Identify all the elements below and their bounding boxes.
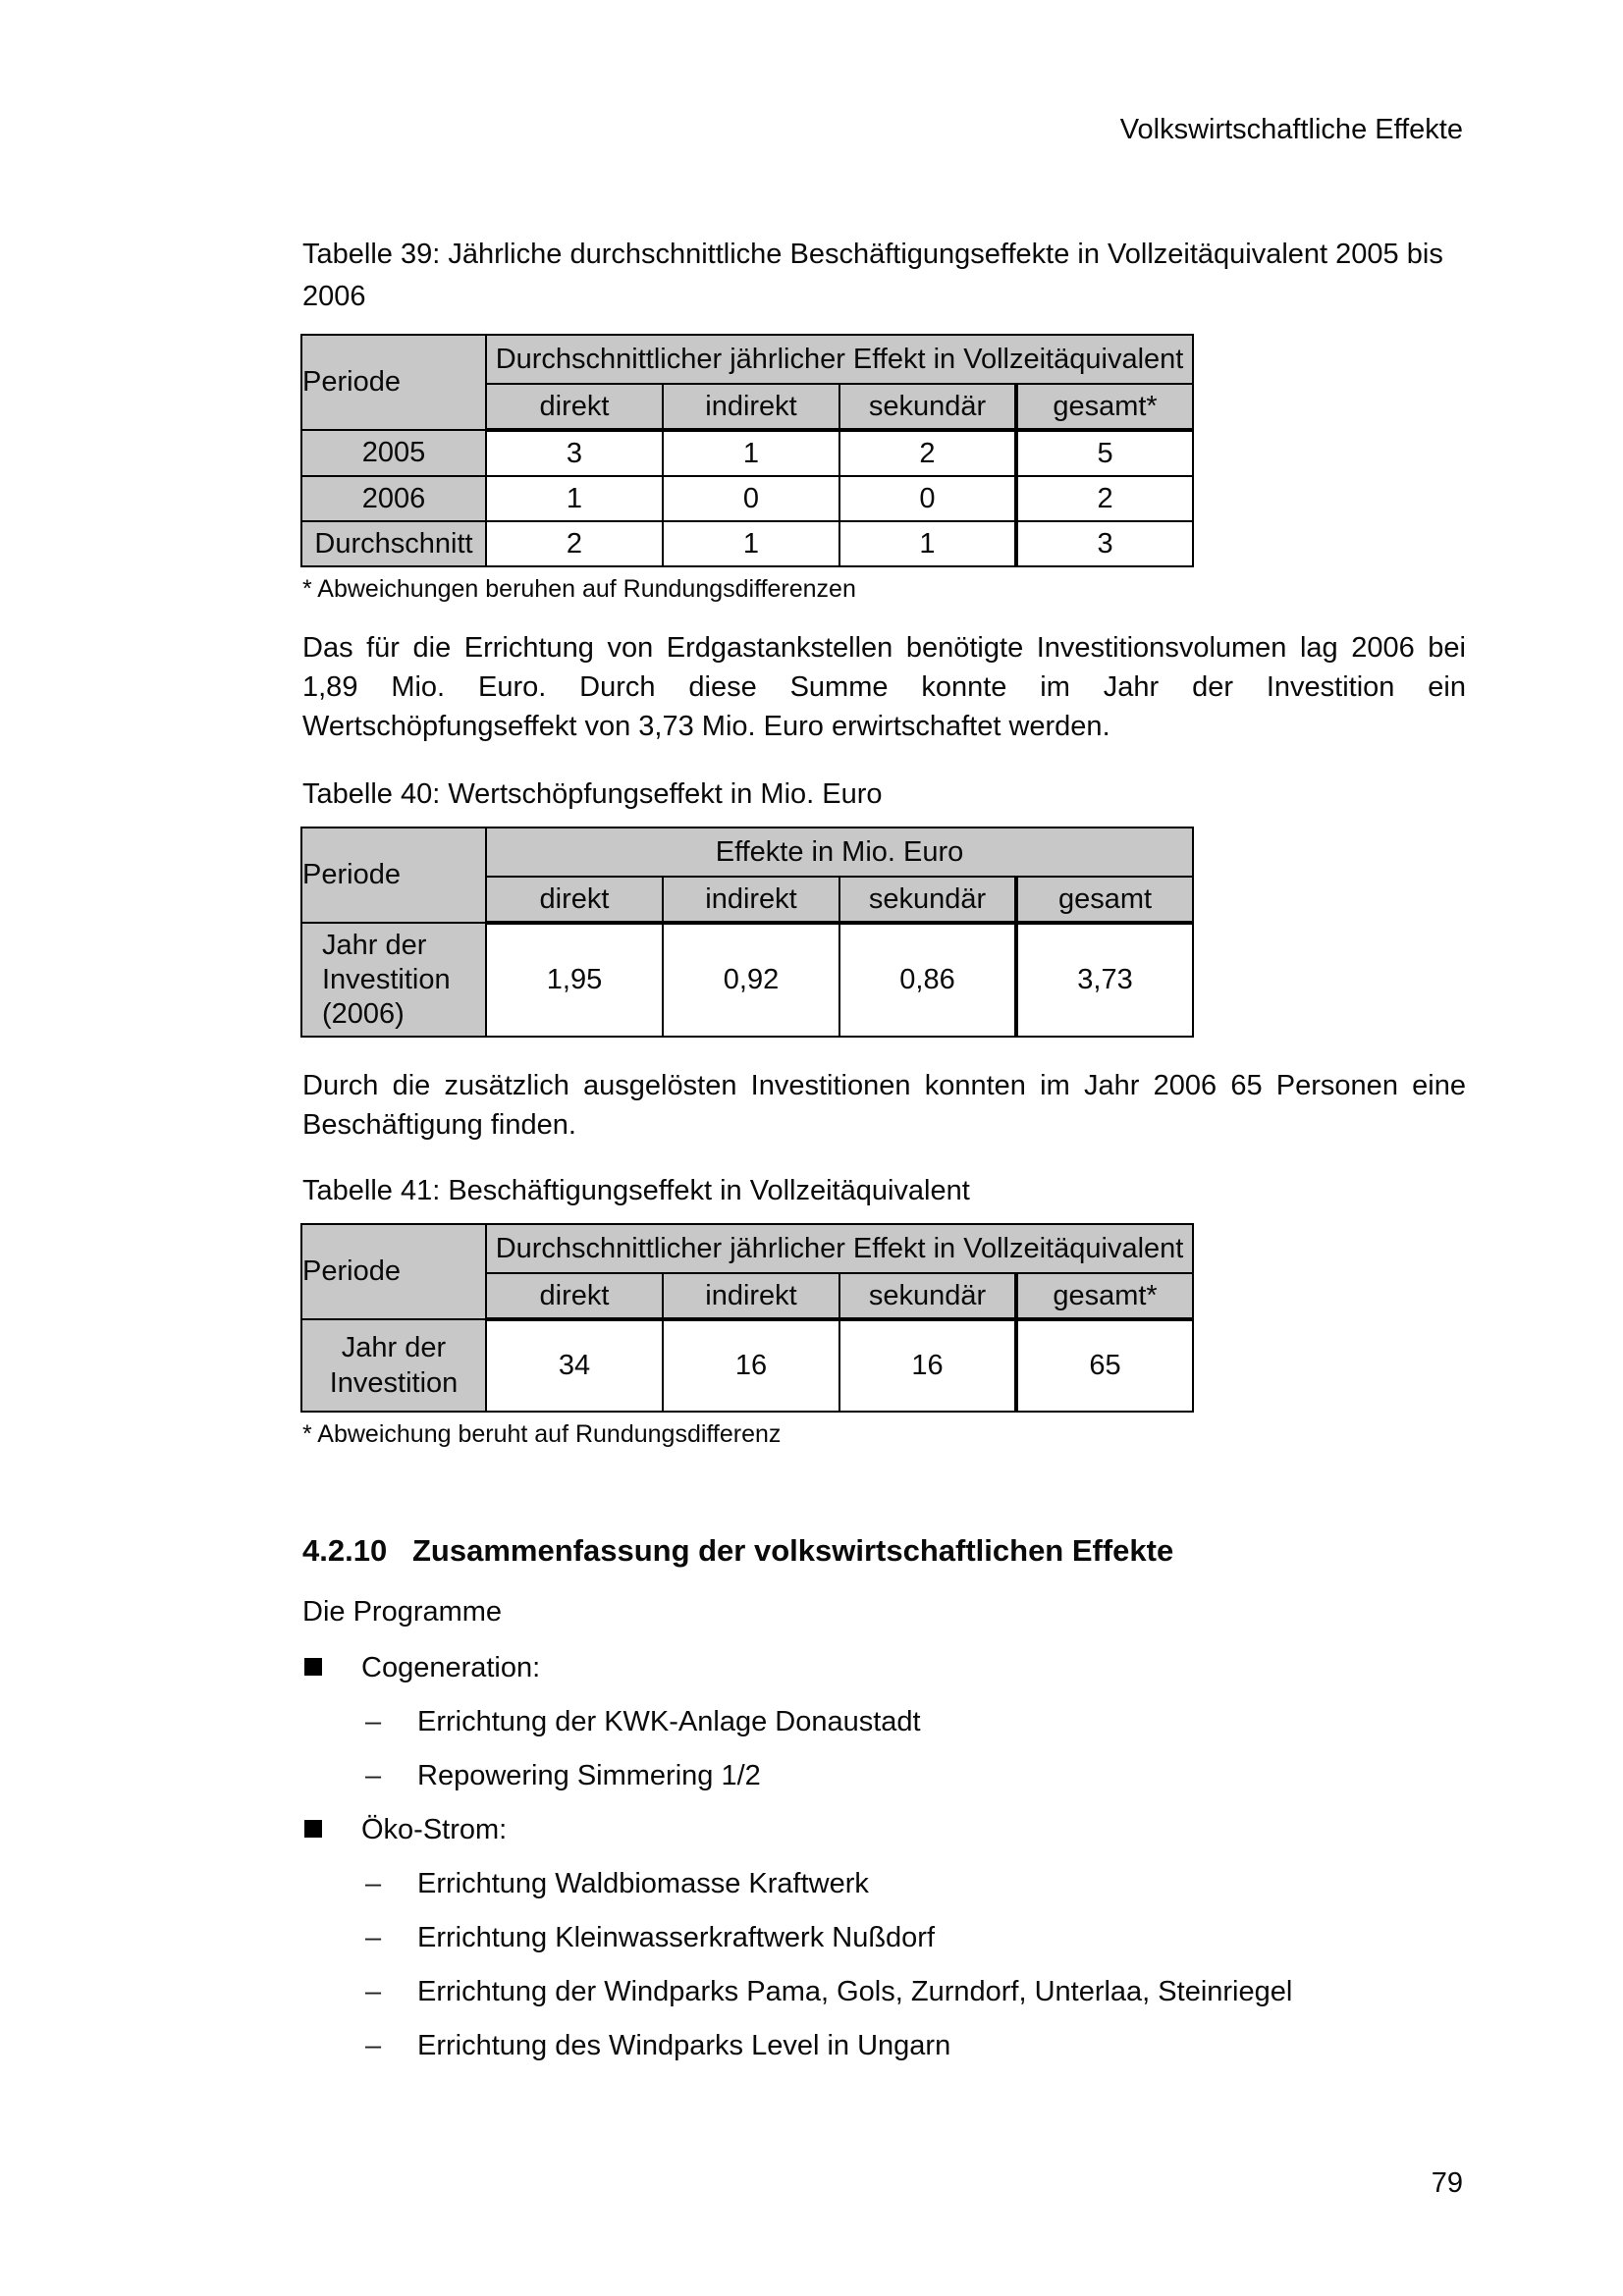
data-cell: 16	[662, 1318, 840, 1413]
list-item-level2: – Errichtung der KWK-Anlage Donaustadt	[302, 1703, 1466, 1741]
table-40-block: Periode Effekte in Mio. Euro direkt indi…	[300, 827, 1195, 1038]
data-cell: 0,86	[839, 922, 1017, 1038]
dash-bullet-icon: –	[365, 1706, 382, 1737]
list-item-label: Errichtung des Windparks Level in Ungarn	[417, 2030, 951, 2061]
data-cell: 1	[839, 520, 1017, 567]
paragraph: Durch die zusätzlich ausgelösten Investi…	[302, 1070, 1466, 1141]
group-header-cell: Durchschnittlicher jährlicher Effekt in …	[484, 1223, 1195, 1274]
table-41-caption: Tabelle 41: Beschäftigungseffekt in Voll…	[302, 1175, 970, 1206]
corner-header-cell: Periode	[300, 827, 487, 924]
column-header-cell: gesamt	[1013, 876, 1195, 925]
table-40: Periode Effekte in Mio. Euro direkt indi…	[300, 827, 1195, 1038]
column-header-cell: indirekt	[662, 1272, 840, 1321]
list-item-label: Errichtung Waldbiomasse Kraftwerk	[417, 1868, 869, 1899]
table-row: Jahr der Investition 34 16 16 65	[300, 1318, 1195, 1413]
dash-bullet-icon: –	[365, 1922, 382, 1953]
data-cell: 16	[839, 1318, 1017, 1413]
list-item-label: Errichtung der KWK-Anlage Donaustadt	[417, 1706, 921, 1737]
list-item-level2: – Errichtung der Windparks Pama, Gols, Z…	[302, 1973, 1466, 2011]
corner-header-cell: Periode	[300, 1223, 487, 1320]
table-41-footnote: * Abweichung beruht auf Rundungsdifferen…	[302, 1420, 782, 1448]
data-cell: 0	[839, 475, 1017, 522]
table-row: direkt indirekt sekundär gesamt	[301, 876, 1195, 925]
data-cell: 0,92	[662, 922, 840, 1038]
list-item-label: Repowering Simmering 1/2	[417, 1760, 761, 1791]
data-cell: 34	[485, 1318, 664, 1413]
data-cell: 1	[485, 475, 664, 522]
row-label-cell: Jahr der Investition	[300, 1318, 487, 1413]
data-cell: 1	[662, 520, 840, 567]
list-item-label: Öko-Strom:	[361, 1814, 508, 1845]
group-header-cell: Effekte in Mio. Euro	[484, 827, 1195, 878]
column-header-cell: gesamt*	[1013, 383, 1195, 432]
paragraph: Das für die Errichtung von Erdgastankste…	[302, 632, 1466, 742]
dash-bullet-icon: –	[365, 1976, 382, 2007]
table-41: Periode Durchschnittlicher jährlicher Ef…	[300, 1223, 1195, 1413]
list-item-level2: – Errichtung Waldbiomasse Kraftwerk	[302, 1865, 1466, 1903]
running-header: Volkswirtschaftliche Effekte	[1119, 114, 1463, 145]
column-header-cell: direkt	[485, 876, 664, 925]
list-item-level2: – Errichtung Kleinwasserkraftwerk Nußdor…	[302, 1919, 1466, 1957]
row-label-cell: 2005	[300, 429, 487, 477]
table-39-caption: Tabelle 39: Jährliche durchschnittliche …	[302, 239, 1443, 312]
dash-bullet-icon: –	[365, 1868, 382, 1899]
table-row: direkt indirekt sekundär gesamt*	[301, 383, 1195, 432]
column-header-cell: gesamt*	[1013, 1272, 1195, 1321]
data-cell: 3	[1013, 520, 1195, 567]
data-cell: 3,73	[1013, 922, 1195, 1038]
table-40-caption: Tabelle 40: Wertschöpfungseffekt in Mio.…	[302, 778, 883, 810]
program-list: Cogeneration: – Errichtung der KWK-Anlag…	[302, 1649, 1466, 2081]
column-header-cell: sekundär	[839, 876, 1017, 925]
column-header-cell: indirekt	[662, 383, 840, 432]
dash-bullet-icon: –	[365, 1760, 382, 1791]
column-header-cell: indirekt	[662, 876, 840, 925]
table-row: Periode Effekte in Mio. Euro	[300, 827, 1195, 924]
row-label-cell: Durchschnitt	[300, 520, 487, 567]
table-39-footnote: * Abweichungen beruhen auf Rundungsdiffe…	[302, 575, 856, 603]
section-title: Zusammenfassung der volkswirtschaftliche…	[412, 1533, 1174, 1568]
table-row: 2005 3 1 2 5	[300, 429, 1195, 477]
section-number: 4.2.10	[302, 1533, 388, 1568]
table-row: Jahr der Investition (2006) 1,95 0,92 0,…	[300, 922, 1195, 1038]
square-bullet-icon	[304, 1658, 322, 1676]
table-row: Durchschnitt 2 1 1 3	[300, 520, 1195, 567]
list-item-label: Errichtung der Windparks Pama, Gols, Zur…	[417, 1976, 1293, 2007]
table-row: Periode Durchschnittlicher jährlicher Ef…	[300, 1223, 1195, 1320]
data-cell: 3	[485, 429, 664, 477]
table-row: 2006 1 0 0 2	[300, 475, 1195, 522]
section-heading: 4.2.10 Zusammenfassung der volkswirtschaf…	[302, 1533, 1173, 1569]
data-cell: 1	[662, 429, 840, 477]
list-item-level1: Öko-Strom:	[302, 1811, 1466, 1849]
data-cell: 1,95	[485, 922, 664, 1038]
list-item-label: Cogeneration:	[361, 1652, 541, 1683]
data-cell: 2	[485, 520, 664, 567]
column-header-cell: sekundär	[839, 383, 1017, 432]
list-item-level1: Cogeneration:	[302, 1649, 1466, 1687]
table-39-block: Periode Durchschnittlicher jährlicher Ef…	[300, 334, 1195, 604]
row-label-cell: Jahr der Investition (2006)	[300, 922, 487, 1038]
page-number: 79	[1431, 2167, 1463, 2199]
list-item-level2: – Repowering Simmering 1/2	[302, 1757, 1466, 1795]
data-cell: 5	[1013, 429, 1195, 477]
list-item-label: Errichtung Kleinwasserkraftwerk Nußdorf	[417, 1922, 936, 1953]
table-row: direkt indirekt sekundär gesamt*	[301, 1272, 1195, 1321]
data-cell: 2	[1013, 475, 1195, 522]
column-header-cell: direkt	[485, 1272, 664, 1321]
table-39: Periode Durchschnittlicher jährlicher Ef…	[300, 334, 1195, 567]
list-item-level2: – Errichtung des Windparks Level in Unga…	[302, 2027, 1466, 2065]
row-label-cell: 2006	[300, 475, 487, 522]
column-header-cell: direkt	[485, 383, 664, 432]
list-intro: Die Programme	[302, 1596, 503, 1628]
data-cell: 0	[662, 475, 840, 522]
group-header-cell: Durchschnittlicher jährlicher Effekt in …	[484, 334, 1195, 385]
column-header-cell: sekundär	[839, 1272, 1017, 1321]
dash-bullet-icon: –	[365, 2030, 382, 2061]
data-cell: 65	[1013, 1318, 1195, 1413]
square-bullet-icon	[304, 1820, 322, 1838]
table-41-block: Periode Durchschnittlicher jährlicher Ef…	[300, 1223, 1195, 1449]
table-row: Periode Durchschnittlicher jährlicher Ef…	[300, 334, 1195, 431]
data-cell: 2	[839, 429, 1017, 477]
corner-header-cell: Periode	[300, 334, 487, 431]
